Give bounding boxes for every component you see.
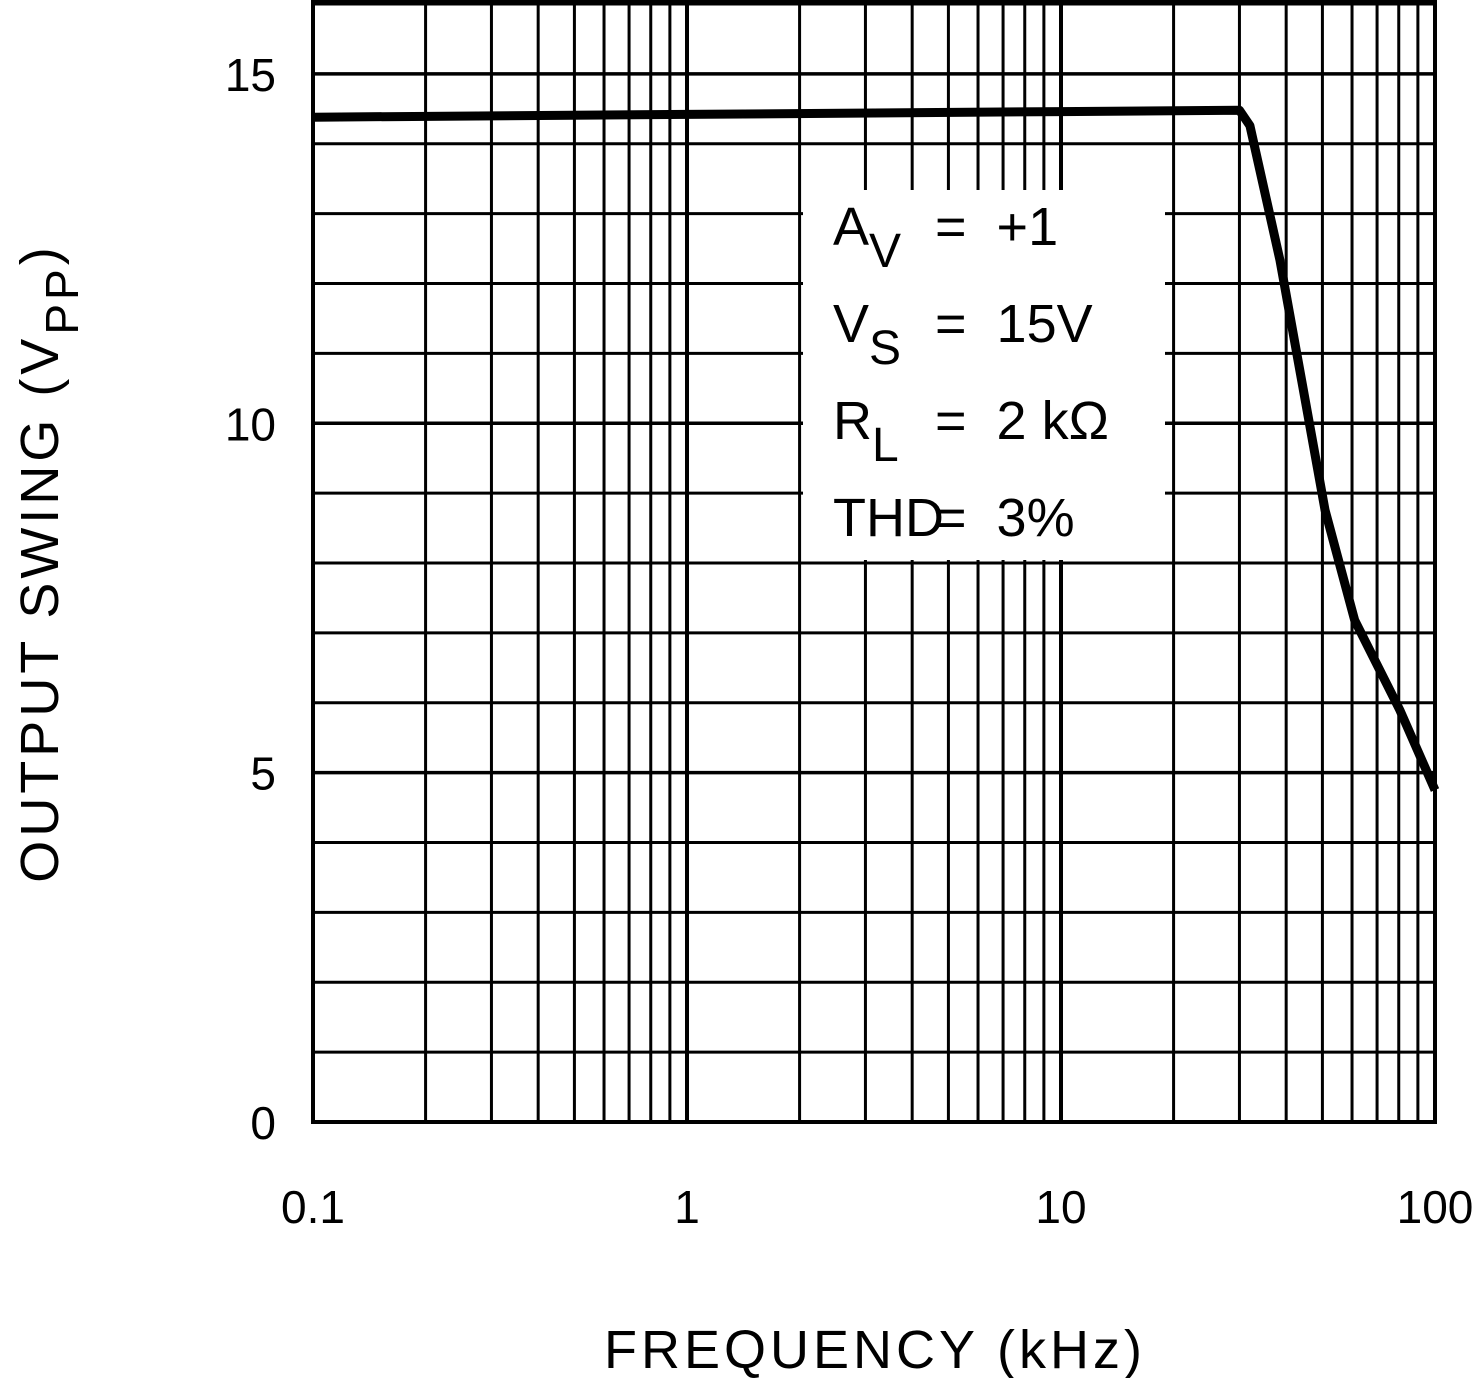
annotation: THD xyxy=(833,488,944,548)
x-tick-label: 100 xyxy=(1397,1181,1474,1233)
annotation-background xyxy=(803,190,1165,560)
x-axis-label: FREQUENCY (kHz) xyxy=(604,1320,1146,1378)
annotation: VS xyxy=(833,294,901,375)
plot-frame xyxy=(311,0,1437,1124)
annotation: RL xyxy=(833,391,899,472)
y-axis-label-sub: PP xyxy=(36,265,88,334)
annotation-value: = +1 xyxy=(935,197,1058,257)
annotation-sub: S xyxy=(869,322,901,375)
y-tick-label: 10 xyxy=(225,398,276,450)
y-tick-label: 5 xyxy=(250,748,276,800)
line xyxy=(312,105,1440,792)
annotation-value: = 15V xyxy=(935,294,1093,354)
y-axis-label-end: ) xyxy=(10,243,70,265)
annotation-main: R xyxy=(833,391,872,451)
annotation-box: AV = +1 VS = 15V RL = 2 kΩ THD= 3% xyxy=(803,190,1165,560)
annotation-main: A xyxy=(833,197,869,257)
y-tick-label: 15 xyxy=(225,49,276,101)
y-axis-label: OUTPUT SWING (VPP) xyxy=(10,243,88,882)
x-tick-label: 10 xyxy=(1035,1181,1086,1233)
y-tick-label: 0 xyxy=(250,1097,276,1149)
annotation-sub: V xyxy=(869,225,901,278)
x-tick-label: 1 xyxy=(674,1181,700,1233)
annotation-sub: L xyxy=(872,419,899,472)
annotation-main: V xyxy=(833,294,869,354)
annotation: AV xyxy=(833,197,901,278)
annotation-value: = 3% xyxy=(935,488,1075,548)
y-axis-label-text: OUTPUT SWING (V xyxy=(10,335,70,883)
annotation-main: THD xyxy=(833,488,944,548)
x-tick-label: 0.1 xyxy=(281,1181,345,1233)
annotation-value: = 2 kΩ xyxy=(935,391,1109,451)
